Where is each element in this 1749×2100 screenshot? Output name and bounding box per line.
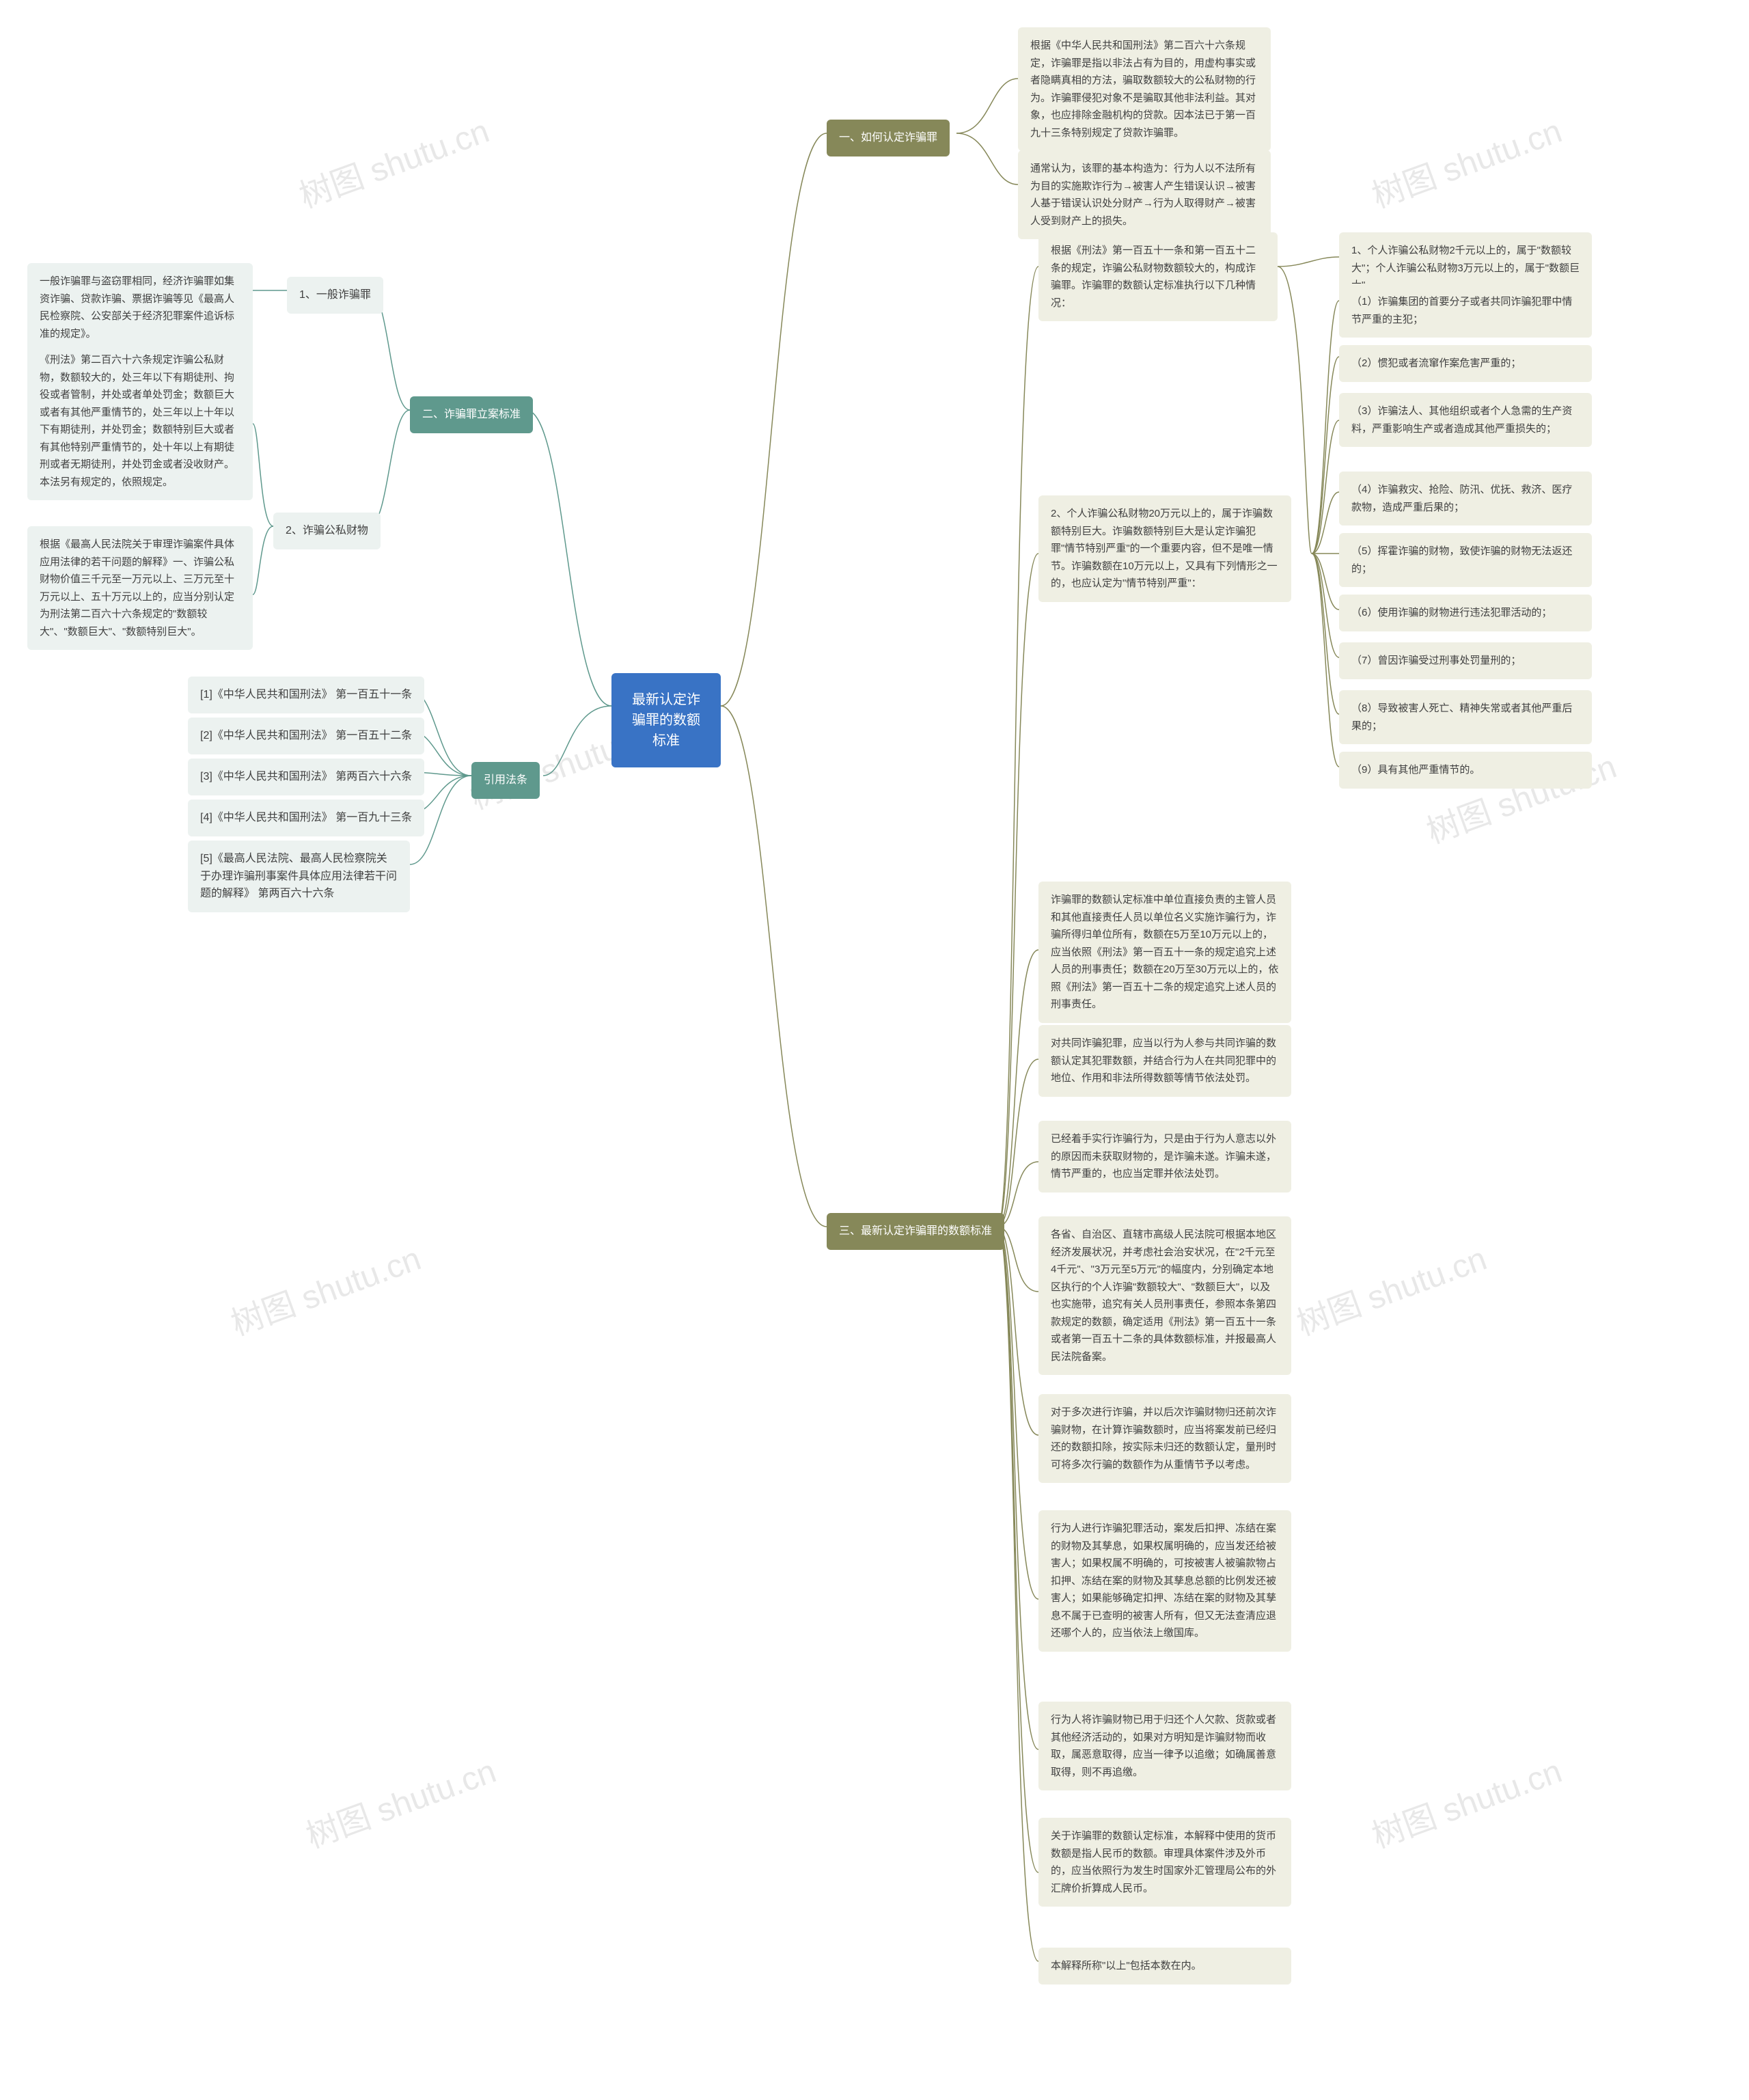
section2-sub1-label: 1、一般诈骗罪 <box>287 277 383 314</box>
section3-tail-4: 对于多次进行诈骗，并以后次诈骗财物归还前次诈骗财物，在计算诈骗数额时，应当将案发… <box>1038 1394 1291 1483</box>
section2-sub2-label: 2、诈骗公私财物 <box>273 513 381 549</box>
section3-sub2-item3: （4）诈骗救灾、抢险、防汛、优抚、救济、医疗款物，造成严重后果的； <box>1339 472 1592 526</box>
section3-tail-2: 已经着手实行诈骗行为，只是由于行为人意志以外的原因而未获取财物的，是诈骗未遂。诈… <box>1038 1121 1291 1192</box>
section3-intro: 根据《刑法》第一百五十一条和第一百五十二条的规定，诈骗公私财物数额较大的，构成诈… <box>1038 232 1278 321</box>
citations-label: 引用法条 <box>471 762 540 799</box>
section3-sub2-item1: （2）惯犯或者流窜作案危害严重的； <box>1339 345 1592 382</box>
section3-sub2-label: 2、个人诈骗公私财物20万元以上的，属于诈骗数额特别巨大。诈骗数额特别巨大是认定… <box>1038 495 1291 602</box>
section3-tail-5: 行为人进行诈骗犯罪活动，案发后扣押、冻结在案的财物及其孳息，如果权属明确的，应当… <box>1038 1510 1291 1652</box>
section3-sub2-item8: （9）具有其他严重情节的。 <box>1339 752 1592 789</box>
section2-label: 二、诈骗罪立案标准 <box>410 396 533 433</box>
section2-sub2-item1: 根据《最高人民法院关于审理诈骗案件具体应用法律的若干问题的解释》一、诈骗公私财物… <box>27 526 253 650</box>
section3-tail-7: 关于诈骗罪的数额认定标准，本解释中使用的货币数额是指人民币的数额。审理具体案件涉… <box>1038 1818 1291 1907</box>
section3-sub2-item6: （7）曾因诈骗受过刑事处罚量刑的； <box>1339 642 1592 679</box>
watermark: 树图 shutu.cn <box>292 104 495 217</box>
section3-sub2-item2: （3）诈骗法人、其他组织或者个人急需的生产资料，严重影响生产或者造成其他严重损失… <box>1339 393 1592 447</box>
section1-item-1: 通常认为，该罪的基本构造为：行为人以不法所有为目的实施欺诈行为→被害人产生错误认… <box>1018 150 1271 239</box>
watermark: 树图 shutu.cn <box>223 1231 426 1344</box>
section2-sub1-text: 一般诈骗罪与盗窃罪相同，经济诈骗罪如集资诈骗、贷款诈骗、票据诈骗等见《最高人民检… <box>27 263 253 352</box>
watermark: 树图 shutu.cn <box>1289 1231 1492 1344</box>
section3-sub2-item5: （6）使用诈骗的财物进行违法犯罪活动的； <box>1339 595 1592 631</box>
citation-3: [4]《中华人民共和国刑法》 第一百九十三条 <box>188 800 424 836</box>
section3-sub2-item4: （5）挥霍诈骗的财物，致使诈骗的财物无法返还的； <box>1339 533 1592 587</box>
section3-tail-8: 本解释所称"以上"包括本数在内。 <box>1038 1948 1291 1985</box>
section1-label: 一、如何认定诈骗罪 <box>827 120 950 156</box>
citation-0: [1]《中华人民共和国刑法》 第一百五十一条 <box>188 677 424 713</box>
section3-tail-1: 对共同诈骗犯罪，应当以行为人参与共同诈骗的数额认定其犯罪数额，并结合行为人在共同… <box>1038 1025 1291 1097</box>
root-node: 最新认定诈骗罪的数额标准 <box>611 673 721 767</box>
citation-1: [2]《中华人民共和国刑法》 第一百五十二条 <box>188 718 424 754</box>
watermark: 树图 shutu.cn <box>1364 1744 1567 1857</box>
section2-sub2-item0: 《刑法》第二百六十六条规定诈骗公私财物，数额较大的，处三年以下有期徒刑、拘役或者… <box>27 342 253 500</box>
section3-tail-0: 诈骗罪的数额认定标准中单位直接负责的主管人员和其他直接责任人员以单位名义实施诈骗… <box>1038 882 1291 1023</box>
section3-tail-6: 行为人将诈骗财物已用于归还个人欠款、货款或者其他经济活动的，如果对方明知是诈骗财… <box>1038 1702 1291 1790</box>
section3-label: 三、最新认定诈骗罪的数额标准 <box>827 1213 1004 1250</box>
section3-sub2-item7: （8）导致被害人死亡、精神失常或者其他严重后果的； <box>1339 690 1592 744</box>
watermark: 树图 shutu.cn <box>1364 104 1567 217</box>
citation-2: [3]《中华人民共和国刑法》 第两百六十六条 <box>188 759 424 795</box>
section1-item-0: 根据《中华人民共和国刑法》第二百六十六条规定，诈骗罪是指以非法占有为目的，用虚构… <box>1018 27 1271 151</box>
watermark: 树图 shutu.cn <box>299 1744 501 1857</box>
section3-sub2-item0: （1）诈骗集团的首要分子或者共同诈骗犯罪中情节严重的主犯； <box>1339 284 1592 338</box>
section3-tail-3: 各省、自治区、直辖市高级人民法院可根据本地区经济发展状况，并考虑社会治安状况，在… <box>1038 1216 1291 1375</box>
citation-4: [5]《最高人民法院、最高人民检察院关于办理诈骗刑事案件具体应用法律若干问题的解… <box>188 841 410 912</box>
